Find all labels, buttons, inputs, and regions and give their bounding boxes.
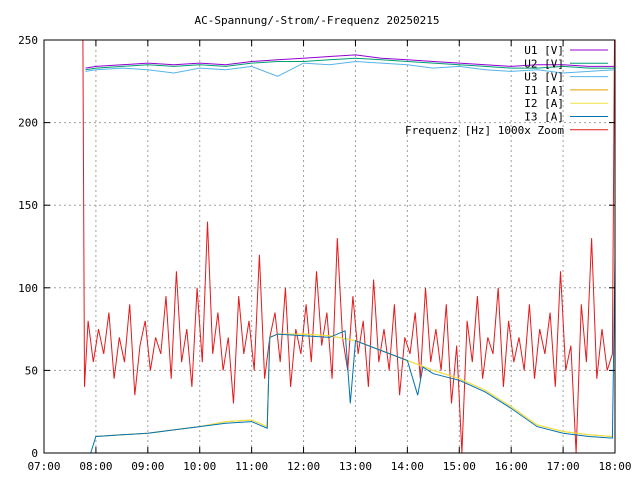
legend-label: I2 [A]	[524, 97, 564, 110]
x-tick-label: 07:00	[27, 460, 60, 473]
y-tick-label: 50	[25, 364, 38, 377]
x-tick-label: 08:00	[79, 460, 112, 473]
x-tick-label: 16:00	[495, 460, 528, 473]
grid-layer	[44, 40, 615, 453]
x-tick-label: 15:00	[443, 460, 476, 473]
legend-label: U3 [V]	[524, 71, 564, 84]
x-tick-label: 13:00	[339, 460, 372, 473]
legend-label: U1 [V]	[524, 44, 564, 57]
y-tick-label: 250	[18, 34, 38, 47]
x-tick-label: 14:00	[391, 460, 424, 473]
x-tick-label: 18:00	[598, 460, 631, 473]
chart-title: AC-Spannung/-Strom/-Frequenz 20250215	[194, 14, 439, 27]
legend-label: U2 [V]	[524, 57, 564, 70]
series-line-5	[90, 258, 616, 454]
x-tick-label: 10:00	[183, 460, 216, 473]
y-tick-label: 0	[31, 447, 38, 460]
series-layer	[82, 39, 616, 454]
x-tick-label: 17:00	[547, 460, 580, 473]
y-tick-label: 150	[18, 199, 38, 212]
series-line-2	[85, 60, 616, 77]
legend-label: I3 [A]	[524, 111, 564, 124]
y-tick-label: 100	[18, 282, 38, 295]
tick-layer: 0 50 100 150 200 250 07:00 08:00 09:00 10:00 11:00…	[18, 34, 631, 473]
legend-label: I1 [A]	[524, 84, 564, 97]
x-tick-label: 11:00	[235, 460, 268, 473]
series-line-0	[85, 54, 615, 69]
legend: U1 [V]U2 [V]U3 [V]I1 [A]I2 [A]I3 [A]Freq…	[405, 44, 608, 137]
x-tick-label: 09:00	[131, 460, 164, 473]
legend-label: Frequenz [Hz] 1000x Zoom	[405, 124, 564, 137]
plot-frame	[43, 39, 616, 454]
y-tick-label: 200	[18, 117, 38, 130]
series-line-1	[85, 57, 615, 71]
x-tick-label: 12:00	[287, 460, 320, 473]
